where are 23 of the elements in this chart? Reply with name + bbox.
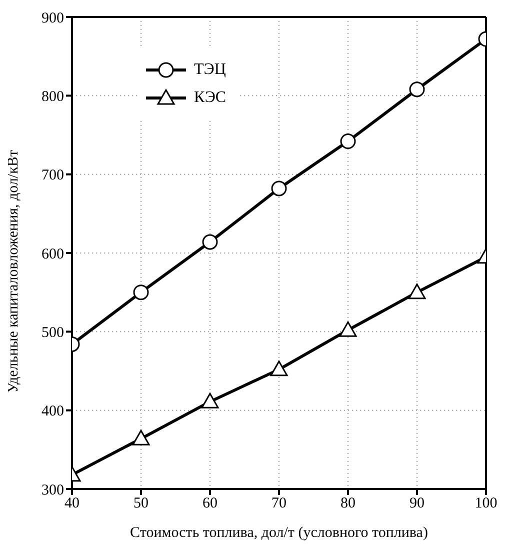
x-tick-label: 100 [474,496,498,512]
x-tick-label: 90 [410,496,424,512]
point [201,392,219,408]
y-tick-label: 700 [42,168,64,184]
legend-label: КЭС [194,89,226,107]
x-tick-label: 80 [340,496,356,512]
y-tick-label: 600 [42,246,64,262]
x-axis-title: Стоимость топлива, дол/т (условного топлива) [130,525,428,541]
legend-label: ТЭЦ [194,61,226,79]
y-tick-label: 400 [42,404,64,420]
point [271,180,287,196]
point [202,234,218,250]
x-tick-label: 60 [202,496,218,512]
point [339,321,357,337]
point [270,360,288,376]
y-tick-label: 300 [42,482,64,498]
point [340,134,356,150]
x-tick-label: 70 [272,496,286,512]
y-tick-label: 800 [42,88,64,105]
y-tick-label: 900 [42,10,64,26]
x-tick-label: 50 [134,496,148,512]
x-tick-label: 40 [64,496,80,512]
y-tick-label: 500 [42,324,64,341]
